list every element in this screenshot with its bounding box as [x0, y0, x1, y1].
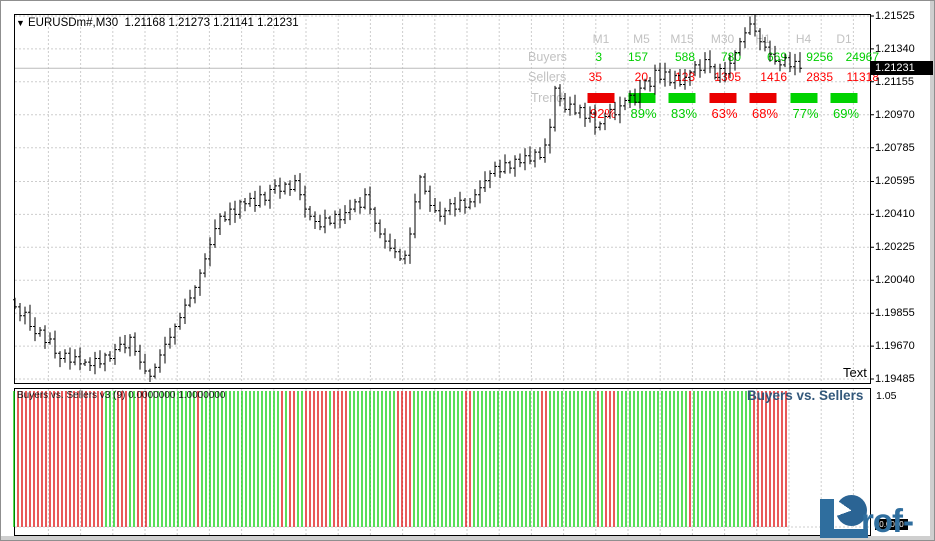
- price-axis-label: 1.19485: [875, 373, 915, 385]
- buyers-value-M1: 3: [595, 50, 602, 64]
- logo-text-fx: -FX: [903, 502, 914, 539]
- price-axis-label: 1.19855: [875, 307, 915, 319]
- indicator-name-label: Buyers vs. Sellers v3 (9) 0.0000000 1.00…: [17, 390, 226, 401]
- price-axis-label: 1.21340: [875, 43, 915, 55]
- buyers-value-H1: 669: [766, 50, 787, 64]
- sellers-value-M15: 123: [674, 70, 695, 84]
- row-label-buyers: Buyers: [528, 50, 567, 64]
- trend-percent-H4: 77%: [792, 106, 819, 121]
- price-axis-label: 1.20595: [875, 175, 915, 187]
- buyers-value-H4: 9256: [806, 50, 833, 64]
- trend-bar-M1: [587, 93, 615, 103]
- price-axis-label: 1.21525: [875, 10, 915, 22]
- chart-dropdown-icon[interactable]: ▼: [16, 18, 25, 28]
- trend-percent-M30: 63%: [711, 106, 738, 121]
- buyers-value-M5: 157: [627, 50, 648, 64]
- sellers-value-H4: 2835: [806, 70, 833, 84]
- row-label-sellers: Sellers: [528, 70, 567, 84]
- row-label-trend: Trend: [531, 91, 564, 105]
- logo-text-rof: rof: [861, 502, 903, 539]
- trend-percent-M15: 83%: [670, 106, 698, 121]
- buyers-value-M15: 588: [674, 50, 695, 64]
- indicator-value-box: 0.0000: [875, 519, 908, 530]
- timeframe-header-H4: H4: [795, 32, 812, 46]
- timeframe-header-M1: M1: [592, 32, 610, 46]
- chart-title: EURUSDm#,M30 1.21168 1.21273 1.21141 1.2…: [28, 17, 299, 29]
- price-axis-label: 1.20225: [875, 241, 915, 253]
- timeframe-header-H1: H1: [755, 32, 771, 46]
- price-axis-label: 1.21155: [875, 76, 914, 88]
- price-axis-label: 1.20970: [875, 109, 915, 121]
- symbol-period-label: EURUSDm#,M30: [28, 17, 119, 29]
- price-axis-label: 1.20785: [875, 142, 915, 154]
- timeframe-header-D1: D1: [836, 32, 852, 46]
- timeframe-header-M5: M5: [633, 32, 650, 46]
- price-axis-label: 1.20040: [875, 274, 915, 286]
- proffx-logo: rof -FX: [811, 478, 934, 540]
- current-price-box: 1.21231: [870, 61, 933, 75]
- timeframe-header-M15: M15: [670, 32, 694, 46]
- sellers-value-M1: 35: [588, 70, 602, 84]
- trend-percent-D1: 69%: [832, 106, 860, 121]
- price-axis-label: 1.19670: [875, 340, 915, 352]
- trend-bar-H4: [790, 93, 817, 103]
- sellers-value-M5: 20: [634, 70, 648, 84]
- trend-percent-M1: 92%: [589, 106, 617, 121]
- indicator-title: Buyers vs. Sellers: [747, 388, 864, 403]
- trend-bar-D1: [830, 93, 858, 103]
- sellers-value-H1: 1416: [760, 70, 787, 84]
- chart-text-annotation[interactable]: Text: [843, 365, 867, 380]
- trend-percent-H1: 68%: [751, 106, 779, 121]
- trend-bar-H1: [749, 93, 777, 103]
- ohlc-values: 1.21168 1.21273 1.21141 1.21231: [124, 17, 299, 29]
- indicator-scale-top: 1.05: [876, 390, 897, 402]
- price-axis-label: 1.20410: [875, 208, 915, 220]
- trend-percent-M5: 89%: [630, 106, 657, 121]
- sellers-value-M30: 1305: [714, 70, 741, 84]
- buyers-value-M30: 780: [720, 50, 741, 64]
- trend-bar-M15: [668, 93, 696, 103]
- trend-bar-M5: [628, 93, 655, 103]
- timeframe-header-M30: M30: [710, 32, 735, 46]
- trend-bar-M30: [709, 93, 736, 103]
